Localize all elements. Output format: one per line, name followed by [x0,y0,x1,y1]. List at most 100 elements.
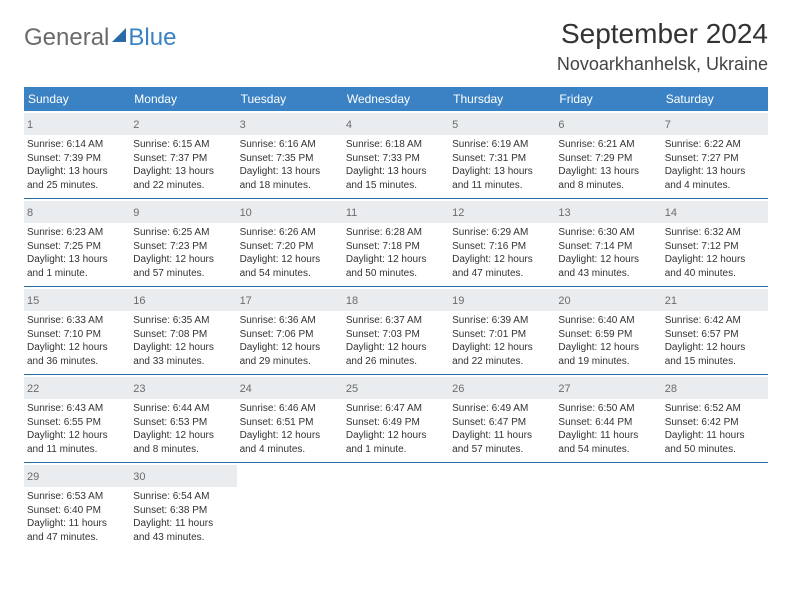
title-block: September 2024 Novoarkhanhelsk, Ukraine [557,18,768,75]
daylight-text: and 57 minutes. [452,443,552,457]
daylight-text: Daylight: 12 hours [665,253,765,267]
daylight-text: and 26 minutes. [346,355,446,369]
daylight-text: Daylight: 11 hours [27,517,127,531]
daylight-text: Daylight: 12 hours [665,341,765,355]
sunset-text: Sunset: 7:03 PM [346,328,446,342]
daylight-text: and 22 minutes. [133,179,233,193]
sunset-text: Sunset: 7:27 PM [665,152,765,166]
daylight-text: Daylight: 11 hours [558,429,658,443]
sunset-text: Sunset: 6:55 PM [27,416,127,430]
daylight-text: Daylight: 12 hours [452,253,552,267]
sunset-text: Sunset: 7:10 PM [27,328,127,342]
daylight-text: and 11 minutes. [27,443,127,457]
sunrise-text: Sunrise: 6:25 AM [133,226,233,240]
daylight-text: and 22 minutes. [452,355,552,369]
header: General Blue September 2024 Novoarkhanhe… [24,18,768,75]
weekday-label: Thursday [449,87,555,111]
daylight-text: Daylight: 12 hours [558,341,658,355]
daylight-text: Daylight: 13 hours [27,253,127,267]
day-number-row: 29 [24,465,130,487]
day-number: 26 [452,383,464,395]
empty-cell [662,463,768,550]
day-number-row: 19 [449,289,555,311]
sail-icon [112,28,126,42]
day-cell: 22Sunrise: 6:43 AMSunset: 6:55 PMDayligh… [24,375,130,462]
sunset-text: Sunset: 6:40 PM [27,504,127,518]
day-number: 27 [558,383,570,395]
daylight-text: and 43 minutes. [133,531,233,545]
daylight-text: and 4 minutes. [240,443,340,457]
day-cell: 3Sunrise: 6:16 AMSunset: 7:35 PMDaylight… [237,111,343,198]
day-number: 11 [346,207,357,219]
weekday-label: Saturday [662,87,768,111]
day-number: 28 [665,383,677,395]
day-number-row: 12 [449,201,555,223]
day-number: 25 [346,383,358,395]
sunrise-text: Sunrise: 6:49 AM [452,402,552,416]
daylight-text: Daylight: 12 hours [346,429,446,443]
sunset-text: Sunset: 6:49 PM [346,416,446,430]
daylight-text: and 43 minutes. [558,267,658,281]
day-number-row: 22 [24,377,130,399]
sunrise-text: Sunrise: 6:39 AM [452,314,552,328]
sunset-text: Sunset: 7:31 PM [452,152,552,166]
day-cell: 1Sunrise: 6:14 AMSunset: 7:39 PMDaylight… [24,111,130,198]
sunrise-text: Sunrise: 6:43 AM [27,402,127,416]
daylight-text: and 54 minutes. [240,267,340,281]
day-cell: 6Sunrise: 6:21 AMSunset: 7:29 PMDaylight… [555,111,661,198]
daylight-text: and 1 minute. [346,443,446,457]
sunset-text: Sunset: 7:35 PM [240,152,340,166]
empty-cell [343,463,449,550]
sunrise-text: Sunrise: 6:19 AM [452,138,552,152]
day-number: 3 [240,119,246,131]
day-number: 19 [452,295,464,307]
sunset-text: Sunset: 7:23 PM [133,240,233,254]
sunrise-text: Sunrise: 6:21 AM [558,138,658,152]
daylight-text: Daylight: 11 hours [133,517,233,531]
weekday-label: Sunday [24,87,130,111]
sunset-text: Sunset: 6:42 PM [665,416,765,430]
daylight-text: and 4 minutes. [665,179,765,193]
daylight-text: and 50 minutes. [346,267,446,281]
day-number-row: 8 [24,201,130,223]
daylight-text: Daylight: 11 hours [665,429,765,443]
sunset-text: Sunset: 7:29 PM [558,152,658,166]
sunrise-text: Sunrise: 6:53 AM [27,490,127,504]
day-cell: 9Sunrise: 6:25 AMSunset: 7:23 PMDaylight… [130,199,236,286]
day-number-row: 10 [237,201,343,223]
daylight-text: and 50 minutes. [665,443,765,457]
day-number: 24 [240,383,252,395]
day-number: 23 [133,383,145,395]
week-row: 22 Sunrise: 6:43 AMSunset: 6:55 PM Dayligh… [24,374,768,462]
sunrise-text: Sunrise: 6:18 AM [346,138,446,152]
day-cell: 20Sunrise: 6:40 AMSunset: 6:59 PMDayligh… [555,287,661,374]
day-number-row: 1 [24,113,130,135]
sunrise-text: Sunrise: 6:28 AM [346,226,446,240]
sunrise-text: Sunrise: 6:16 AM [240,138,340,152]
day-number-row: 18 [343,289,449,311]
daylight-text: and 11 minutes. [452,179,552,193]
sunset-text: Sunset: 7:37 PM [133,152,233,166]
day-cell: 26Sunrise: 6:49 AMSunset: 6:47 PMDayligh… [449,375,555,462]
day-number: 9 [133,207,139,219]
sunrise-text: Sunrise: 6:50 AM [558,402,658,416]
logo-text-2: Blue [128,24,176,52]
day-number-row: 20 [555,289,661,311]
daylight-text: Daylight: 12 hours [240,253,340,267]
daylight-text: and 54 minutes. [558,443,658,457]
daylight-text: and 47 minutes. [452,267,552,281]
sunrise-text: Sunrise: 6:44 AM [133,402,233,416]
day-number: 18 [346,295,358,307]
day-number: 16 [133,295,145,307]
empty-cell [555,463,661,550]
weekday-label: Monday [130,87,236,111]
day-number: 12 [452,207,464,219]
day-number-row: 25 [343,377,449,399]
day-number-row: 27 [555,377,661,399]
sunrise-text: Sunrise: 6:42 AM [665,314,765,328]
location-subtitle: Novoarkhanhelsk, Ukraine [557,54,768,75]
daylight-text: and 1 minute. [27,267,127,281]
sunset-text: Sunset: 7:01 PM [452,328,552,342]
sunrise-text: Sunrise: 6:52 AM [665,402,765,416]
month-title: September 2024 [557,18,768,50]
